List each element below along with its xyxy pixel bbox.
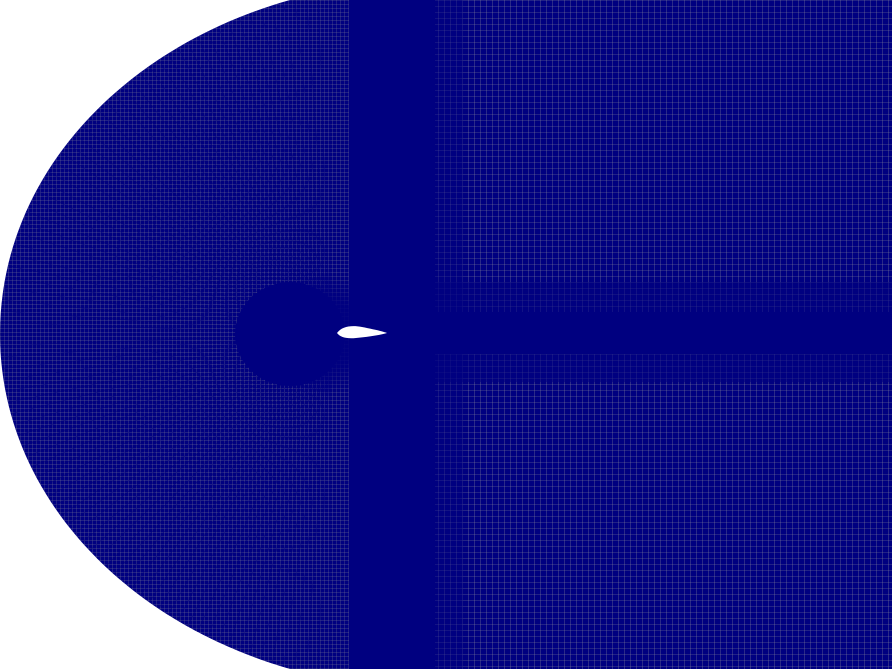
band-transition-column — [435, 0, 463, 669]
wake-transition-upper — [435, 282, 892, 312]
downstream-block-upper — [435, 0, 892, 312]
wake-band — [435, 312, 892, 354]
wake-transition-lower — [435, 354, 892, 382]
airfoil — [337, 326, 387, 339]
downstream-block-lower — [435, 354, 892, 669]
